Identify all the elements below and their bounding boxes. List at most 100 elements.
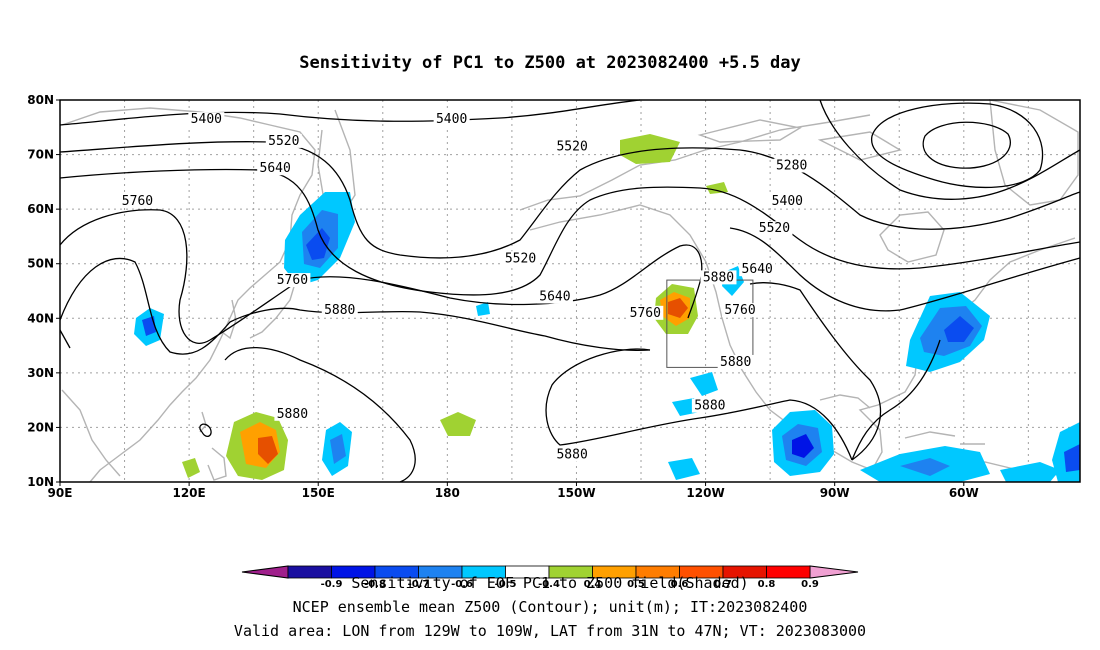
map-frame [59,99,1081,483]
contour-label-text: 5640 [260,161,291,176]
contour-label: 5880 [717,354,754,370]
colorbar-label: -0.8 [364,579,386,590]
contour-label-text: 5760 [630,306,661,321]
lon-tick-label: 150W [557,486,595,500]
contour-label-bg [321,303,358,318]
contour-label: 5640 [257,161,294,176]
contour-label-text: 5880 [324,303,355,318]
contour-label-bg [627,305,664,320]
lon-tick-label: 90E [48,486,73,500]
lat-tick-label: 70N [27,148,54,162]
contour-label: 5760 [722,303,758,318]
contour-label: 5760 [119,193,156,209]
colorbar-label: 0.6 [671,579,689,590]
lon-tick-label: 120E [172,486,205,500]
colorbar-segment [766,565,811,579]
contour-label-text: 5880 [277,407,308,422]
contour-label: 5760 [274,273,311,288]
contour-label-bg [274,273,311,288]
contour-label-bg [756,221,793,236]
contour-label: 5880 [274,406,311,422]
contour-label-text: 5640 [742,262,773,277]
colorbar-label: 0.7 [714,579,732,590]
colorbar-label: -0.4 [538,579,560,590]
contour-label: 5400 [769,193,806,209]
contour-label: 5520 [756,221,793,236]
lon-tick-label: 120W [686,486,724,500]
lat-tick-label: 20N [27,420,54,434]
contour-label: 5520 [502,251,539,266]
lon-tick-label: 90W [820,486,850,500]
colorbar-label: -0.5 [495,579,517,590]
contour-label-text: 5760 [724,303,755,318]
contour-label: 5400 [188,112,225,127]
contour-label: 5280 [773,158,810,173]
contour-label-bg [773,158,810,173]
lat-tick-label: 10N [27,475,54,489]
contour-label-bg [274,406,311,421]
lon-tick-label: 60W [949,486,979,500]
contour-label-bg [433,112,470,127]
footer-line-2: NCEP ensemble mean Z500 (Contour); unit(… [293,598,808,616]
contour-label: 5880 [554,447,591,463]
colorbar-label: -0.9 [321,579,343,590]
contour-label-bg [722,303,758,318]
contour-label-text: 5400 [191,112,222,127]
contour-label-text: 5400 [772,194,803,209]
colorbar-label: 0.9 [801,579,819,590]
colorbar: -0.9 -0.8 -0.7 -0.6 -0.5 -0.4 0.4 0.5 0.6 0.7 0.8 0… [241,565,859,590]
map-title: Sensitivity of PC1 to Z500 at 2023082400… [299,53,801,73]
contour-label-text: 5880 [556,448,587,463]
contour-label: 5400 [433,112,470,127]
footer-line-1: Sensitivity of EOF PC1 to Z500 field(Sha… [351,574,748,592]
contour-label: 5880 [700,270,737,285]
contour-label-text: 5520 [505,251,536,266]
contour-label-text: 5520 [556,139,587,154]
colorbar-segment [287,565,332,579]
contour-label-bg [691,398,728,413]
contour-label-bg [739,262,776,277]
contour-label: 5520 [554,139,591,154]
contour-label-bg [700,270,737,285]
contour-label: 5880 [691,398,728,414]
footer-line-3: Valid area: LON from 129W to 109W, LAT f… [234,622,866,640]
contour-label: 5640 [739,262,776,277]
lon-tick-label: 180 [435,486,460,500]
contour-label-text: 5760 [122,194,153,209]
contour-label-bg [119,193,156,208]
contour-label: 5760 [627,305,664,321]
map-area: 5400 5400 5400 5280 5520 5520 5520 5520 5640 5640… [27,93,1081,500]
lat-tick-label: 50N [27,257,54,271]
contour-label-text: 5880 [703,270,734,285]
contour-label-bg [554,139,591,154]
contour-label-text: 5880 [720,355,751,370]
contour-label: 5640 [536,289,573,304]
contour-labels: 5400 5400 5400 5280 5520 5520 5520 5520 5640 5640… [119,112,810,463]
contour-label-text: 5520 [268,134,299,149]
contour-label-text: 5520 [759,221,790,236]
colorbar-label: 0.8 [758,579,776,590]
lon-tick-label: 150E [302,486,335,500]
colorbar-label: -0.7 [408,579,430,590]
colorbar-label: -0.6 [451,579,473,590]
colorbar-label: 0.4 [584,579,602,590]
contour-label-text: 5400 [436,112,467,127]
contour-label-bg [257,161,294,176]
lon-tick-labels: 90E 120E 150E 180 150W 120W 90W 60W [48,482,979,500]
contour-label-bg [769,193,806,208]
contour-label: 5520 [265,133,302,149]
contour-label-bg [554,447,591,462]
lat-tick-labels: 80N 70N 60N 50N 40N 30N 20N 10N [27,93,60,489]
contour-label-bg [265,133,302,148]
contour-label-bg [536,289,573,304]
lat-tick-label: 40N [27,311,54,325]
lat-tick-label: 80N [27,93,54,107]
contour-label-text: 5760 [277,273,308,288]
colorbar-end-left [241,565,289,579]
lat-tick-label: 60N [27,202,54,216]
contour-label-bg [188,112,225,127]
contour-label-bg [717,354,754,369]
contour-label: 5880 [321,303,358,318]
contour-label-text: 5640 [539,289,570,304]
